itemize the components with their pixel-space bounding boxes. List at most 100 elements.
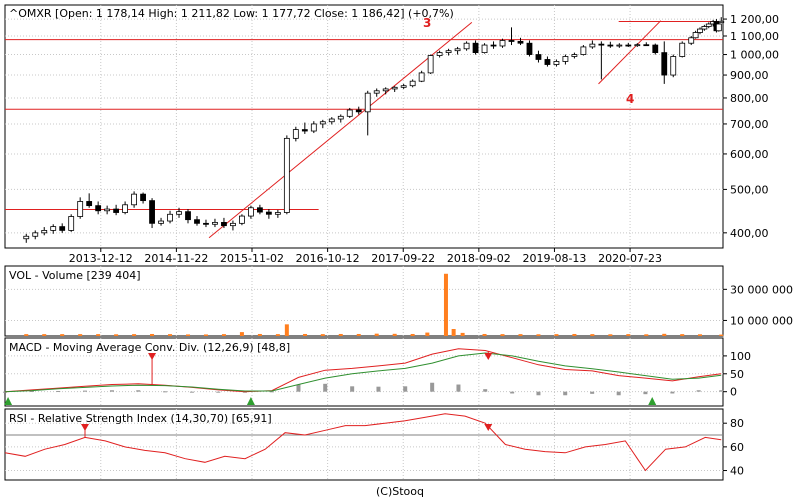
volume-bar <box>42 334 47 336</box>
volume-bar <box>338 333 343 336</box>
macd-histogram-bar <box>56 390 61 392</box>
candle-body <box>562 56 569 62</box>
candle-body <box>32 232 39 237</box>
volume-bar <box>554 334 559 336</box>
candle-body <box>310 123 317 132</box>
candle-body <box>472 42 479 54</box>
price-x-tick-label: 2015-11-02 <box>220 252 284 265</box>
candle-body <box>715 23 722 32</box>
macd-series-line <box>4 348 722 393</box>
volume-bars <box>24 273 724 336</box>
candle-body <box>634 44 641 47</box>
candle-body <box>670 56 677 76</box>
macd-lines <box>4 348 722 393</box>
candle-body <box>256 207 263 213</box>
footer-credit: (C)Stooq <box>375 485 424 498</box>
macd-histogram-bar <box>536 391 541 396</box>
macd-buy-signal-marker <box>246 397 255 405</box>
volume-bar <box>482 333 487 336</box>
macd-histogram-bar <box>29 390 34 392</box>
volume-bar <box>132 334 137 336</box>
candle-body <box>265 211 272 215</box>
candle-body <box>607 44 614 47</box>
rsi-y-tick-label: 60 <box>730 441 744 454</box>
price-x-ticks: 2013-12-12 2014-11-22 2015-11-02 2016-10-12… <box>69 248 662 265</box>
price-y-tick-label: 900,00 <box>730 69 769 82</box>
price-plot-frame <box>4 4 724 249</box>
candle-body <box>194 219 200 224</box>
volume-bar <box>451 329 456 336</box>
macd-histogram-bar <box>350 386 355 392</box>
candle-body <box>499 40 506 47</box>
candle-body <box>652 44 659 54</box>
volume-bar <box>626 334 631 336</box>
macd-histogram-bar <box>719 390 724 392</box>
candle-body <box>679 42 686 57</box>
volume-bar <box>662 333 667 336</box>
candle-body <box>553 61 560 65</box>
price-y-tick-label: 500,00 <box>730 183 769 196</box>
volume-y-tick-label: 10 000 000 <box>730 314 793 327</box>
candle-body <box>239 215 245 224</box>
macd-series-line <box>4 352 722 393</box>
volume-bar <box>96 334 101 336</box>
macd-histogram-bar <box>323 383 328 392</box>
candle-body <box>301 129 308 132</box>
candle-body <box>580 46 587 55</box>
price-y-tick-label: 1 100,00 <box>730 30 779 43</box>
macd-histogram-bar <box>563 391 568 396</box>
price-trendline <box>598 20 662 85</box>
candle-body <box>346 109 353 117</box>
macd-signals <box>4 351 657 405</box>
price-x-tick-label: 2016-10-12 <box>296 252 360 265</box>
candle-body <box>436 52 443 56</box>
volume-bar <box>320 334 325 336</box>
candle-body <box>391 86 398 90</box>
volume-bar <box>536 334 541 336</box>
candle-body <box>113 208 120 213</box>
rsi-lines <box>4 413 722 472</box>
candle-body <box>283 137 290 213</box>
candle-body <box>131 193 137 206</box>
candle-body <box>122 204 129 213</box>
macd-histogram-bar <box>403 386 408 392</box>
price-y-tick-label: 800,00 <box>730 92 769 105</box>
volume-bar <box>719 334 724 336</box>
candle-body <box>382 88 389 92</box>
macd-title: MACD - Moving Average Conv. Div. (12,26,… <box>9 341 290 354</box>
price-x-tick-label: 2020-07-23 <box>598 252 662 265</box>
macd-histogram-bar <box>82 390 87 392</box>
candle-body <box>230 222 236 227</box>
volume-bar <box>186 334 191 336</box>
macd-histogram-bar <box>510 391 515 394</box>
candle-body <box>625 44 632 47</box>
macd-histogram-bar <box>3 391 7 393</box>
rsi-y-tick-label: 80 <box>730 417 744 430</box>
macd-buy-signal-marker <box>4 397 13 405</box>
rsi-signals <box>80 424 493 438</box>
candle-body <box>158 220 164 224</box>
volume-bar <box>410 333 415 336</box>
trendline-4-label: 4 <box>626 92 634 106</box>
macd-histogram-bar <box>162 391 167 393</box>
candle-body <box>176 211 182 215</box>
rsi-sell-signal-marker <box>484 424 493 431</box>
candle-body <box>692 32 699 39</box>
macd-buy-signal-marker <box>648 397 657 405</box>
candle-body <box>23 235 30 240</box>
macd-histogram-bar <box>456 384 461 392</box>
candle-body <box>149 200 155 224</box>
price-horizontal-lines <box>5 21 723 210</box>
candle-body <box>41 230 48 234</box>
candle-body <box>463 42 470 50</box>
volume-bar <box>275 334 280 336</box>
macd-histogram-bar <box>483 389 488 392</box>
macd-histogram-bar <box>643 391 648 395</box>
macd-y-ticks: 0 50 100 <box>723 350 751 399</box>
candle-body <box>571 54 578 57</box>
candle-body <box>535 54 542 60</box>
price-candles <box>23 17 725 243</box>
candle-body <box>544 59 551 65</box>
macd-histogram-bar <box>269 391 274 393</box>
